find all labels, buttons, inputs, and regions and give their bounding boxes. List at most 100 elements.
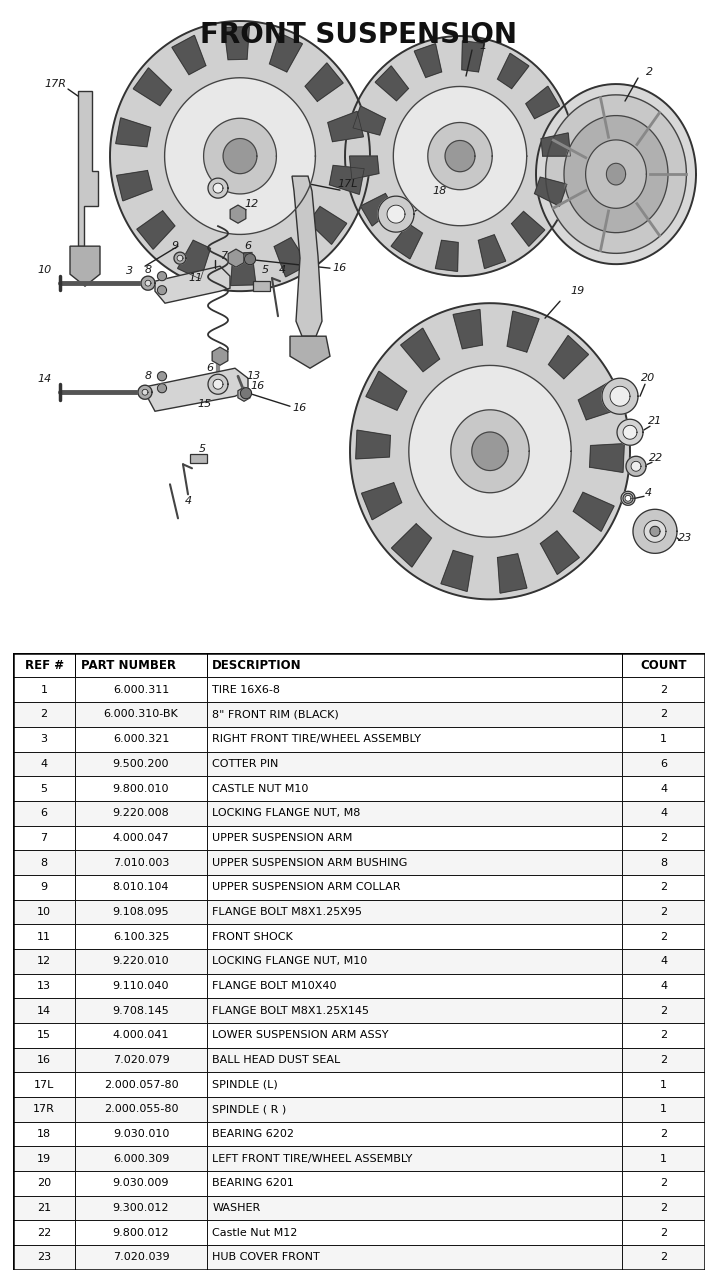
Bar bbox=[75, 826, 207, 850]
Text: BEARING 6202: BEARING 6202 bbox=[213, 1129, 294, 1139]
Polygon shape bbox=[224, 27, 249, 60]
Text: 2: 2 bbox=[660, 1252, 667, 1262]
Text: 2: 2 bbox=[660, 833, 667, 844]
Polygon shape bbox=[360, 193, 394, 227]
Polygon shape bbox=[164, 78, 315, 234]
Text: 9.800.012: 9.800.012 bbox=[113, 1228, 169, 1238]
Bar bbox=[13, 1073, 75, 1097]
Text: 9.030.010: 9.030.010 bbox=[113, 1129, 169, 1139]
Text: 6: 6 bbox=[660, 759, 667, 769]
Text: 4: 4 bbox=[645, 488, 651, 498]
Polygon shape bbox=[393, 87, 527, 225]
Bar bbox=[75, 1245, 207, 1270]
Bar bbox=[622, 751, 705, 776]
Bar bbox=[207, 900, 622, 924]
Text: 17R: 17R bbox=[44, 79, 66, 90]
Polygon shape bbox=[526, 86, 559, 119]
Text: 4: 4 bbox=[185, 497, 192, 507]
Text: 16: 16 bbox=[293, 403, 307, 413]
Text: 8: 8 bbox=[660, 858, 667, 868]
Text: 7.020.079: 7.020.079 bbox=[113, 1055, 169, 1065]
Polygon shape bbox=[328, 111, 363, 142]
Text: 6: 6 bbox=[207, 364, 213, 374]
Text: 16: 16 bbox=[251, 381, 265, 392]
Bar bbox=[75, 974, 207, 998]
Polygon shape bbox=[190, 454, 207, 463]
Text: 8: 8 bbox=[144, 265, 151, 275]
Text: LEFT FRONT TIRE/WHEEL ASSEMBLY: LEFT FRONT TIRE/WHEEL ASSEMBLY bbox=[213, 1153, 413, 1164]
Bar bbox=[13, 924, 75, 948]
Polygon shape bbox=[157, 371, 167, 380]
Text: 8: 8 bbox=[144, 371, 151, 381]
Polygon shape bbox=[213, 183, 223, 193]
Bar bbox=[75, 1220, 207, 1245]
Text: 2: 2 bbox=[660, 1030, 667, 1041]
Bar bbox=[13, 900, 75, 924]
Text: 17L: 17L bbox=[337, 179, 358, 189]
Polygon shape bbox=[172, 36, 206, 74]
Bar bbox=[13, 1171, 75, 1196]
Polygon shape bbox=[245, 253, 256, 265]
Text: 2.000.055-80: 2.000.055-80 bbox=[103, 1105, 178, 1115]
Text: 4: 4 bbox=[279, 265, 286, 275]
Bar bbox=[207, 850, 622, 876]
Text: 4.000.047: 4.000.047 bbox=[113, 833, 169, 844]
Polygon shape bbox=[512, 211, 545, 246]
Text: BEARING 6201: BEARING 6201 bbox=[213, 1179, 294, 1188]
Polygon shape bbox=[230, 252, 256, 285]
Bar bbox=[13, 1196, 75, 1220]
Polygon shape bbox=[498, 554, 527, 593]
Polygon shape bbox=[345, 36, 575, 276]
Bar bbox=[207, 1220, 622, 1245]
Text: 18: 18 bbox=[433, 186, 447, 196]
Bar bbox=[13, 801, 75, 826]
Polygon shape bbox=[610, 387, 630, 406]
Text: 12: 12 bbox=[37, 956, 51, 966]
Polygon shape bbox=[177, 241, 210, 279]
Bar bbox=[622, 876, 705, 900]
Polygon shape bbox=[309, 206, 347, 244]
Text: 1: 1 bbox=[660, 1153, 667, 1164]
Polygon shape bbox=[631, 461, 641, 471]
Bar bbox=[622, 974, 705, 998]
Text: 2: 2 bbox=[660, 1203, 667, 1213]
Text: 6.000.310-BK: 6.000.310-BK bbox=[103, 709, 178, 719]
Bar bbox=[622, 1121, 705, 1147]
Bar bbox=[75, 1147, 207, 1171]
Polygon shape bbox=[204, 118, 276, 193]
Text: 9.500.200: 9.500.200 bbox=[113, 759, 169, 769]
Text: 20: 20 bbox=[37, 1179, 51, 1188]
Bar bbox=[207, 1121, 622, 1147]
Text: 17R: 17R bbox=[33, 1105, 55, 1115]
Text: 2: 2 bbox=[660, 1129, 667, 1139]
Bar bbox=[13, 826, 75, 850]
Polygon shape bbox=[507, 311, 539, 352]
Polygon shape bbox=[290, 337, 330, 369]
Bar bbox=[622, 998, 705, 1023]
Text: 12: 12 bbox=[245, 200, 259, 209]
Text: 6.000.311: 6.000.311 bbox=[113, 685, 169, 695]
Text: 4: 4 bbox=[660, 956, 667, 966]
Bar bbox=[622, 1220, 705, 1245]
Bar bbox=[622, 948, 705, 974]
Bar bbox=[75, 1073, 207, 1097]
Text: 4: 4 bbox=[660, 783, 667, 794]
Polygon shape bbox=[428, 123, 493, 189]
Bar bbox=[13, 653, 75, 677]
Text: 8: 8 bbox=[40, 858, 47, 868]
Bar bbox=[75, 1171, 207, 1196]
Text: 2: 2 bbox=[660, 685, 667, 695]
Text: FRONT SUSPENSION: FRONT SUSPENSION bbox=[200, 20, 518, 49]
Polygon shape bbox=[462, 41, 485, 72]
Text: CASTLE NUT M10: CASTLE NUT M10 bbox=[213, 783, 309, 794]
Bar bbox=[75, 653, 207, 677]
Text: UPPER SUSPENSION ARM COLLAR: UPPER SUSPENSION ARM COLLAR bbox=[213, 882, 401, 892]
Bar bbox=[13, 998, 75, 1023]
Polygon shape bbox=[541, 531, 579, 575]
Polygon shape bbox=[478, 234, 505, 269]
Text: 22: 22 bbox=[649, 453, 663, 463]
Bar bbox=[207, 1196, 622, 1220]
Polygon shape bbox=[78, 91, 98, 246]
Bar bbox=[207, 924, 622, 948]
Text: 4: 4 bbox=[660, 980, 667, 991]
